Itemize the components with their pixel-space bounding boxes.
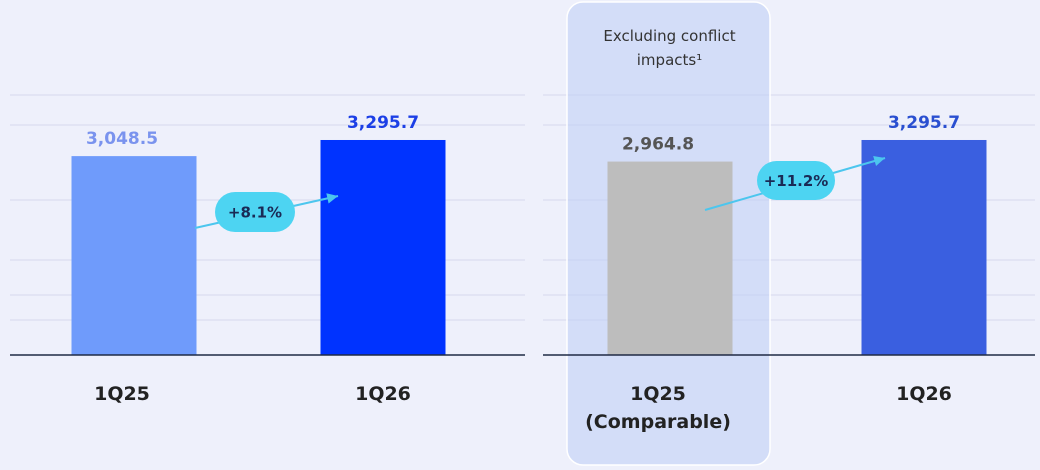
growth-pill	[215, 192, 295, 232]
bar	[320, 139, 446, 355]
bar	[607, 161, 733, 355]
growth-pill	[757, 161, 835, 200]
x-tick-label: 1Q25	[94, 383, 150, 405]
growth-label: +8.1%	[228, 204, 282, 222]
x-tick-label: 1Q26	[896, 383, 952, 405]
arrow-head	[326, 193, 338, 204]
value-label: 3,048.5	[86, 129, 158, 149]
growth-label: +11.2%	[764, 172, 829, 190]
x-tick-label: 1Q25 (Comparable)	[585, 383, 731, 433]
arrow-head	[873, 155, 885, 167]
note: Excluding conflict impacts¹	[603, 27, 736, 69]
value-label: 3,295.7	[347, 113, 419, 133]
x-tick-label: 1Q26	[355, 383, 411, 405]
bar	[861, 139, 987, 355]
value-label: 2,964.8	[622, 135, 694, 155]
bar	[71, 156, 197, 355]
value-label: 3,295.7	[888, 113, 960, 133]
